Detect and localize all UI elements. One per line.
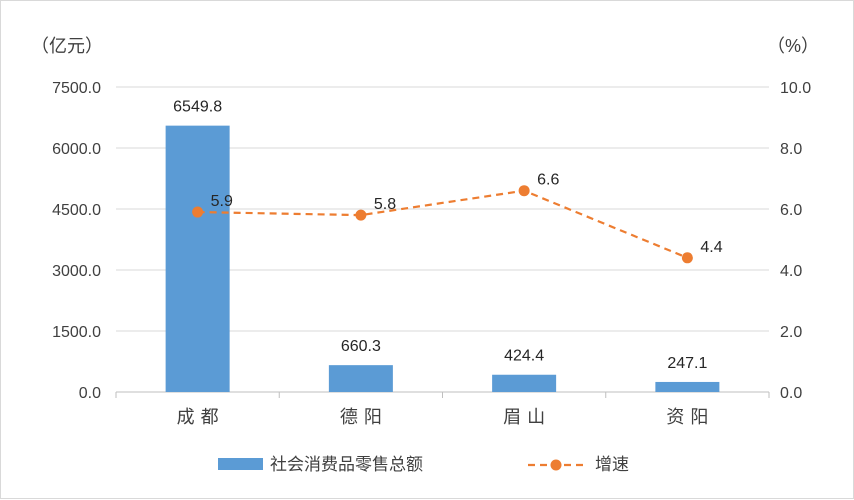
x-category-label: 眉山	[503, 407, 551, 427]
y-right-tick-label: 8.0	[780, 141, 802, 158]
y-right-tick-label: 0.0	[780, 385, 802, 402]
legend: 社会消费品零售总额 增速	[218, 455, 629, 474]
growth-point	[192, 206, 204, 218]
bar-series	[165, 125, 720, 392]
bar-value-label: 247.1	[667, 355, 707, 372]
x-category-label: 德阳	[340, 407, 388, 427]
y-left-tick-label: 6000.0	[52, 141, 101, 158]
bar	[492, 374, 557, 392]
line-series	[192, 185, 693, 264]
growth-value-label: 4.4	[700, 239, 722, 256]
y-left-tick-label: 4500.0	[52, 202, 101, 219]
legend-line-label: 增速	[595, 455, 629, 474]
y-left-unit-label: （亿元）	[31, 36, 103, 56]
growth-value-label: 6.6	[537, 172, 559, 189]
bar-value-label: 424.4	[504, 348, 544, 365]
y-right-tick-label: 6.0	[780, 202, 802, 219]
data-labels: 6549.8 660.3 424.4 247.1 5.9 5.8 6.6 4.4	[173, 99, 723, 372]
growth-point	[355, 209, 367, 221]
growth-point	[681, 252, 693, 264]
y-left-tick-label: 0.0	[79, 385, 101, 402]
y-left-tick-label: 3000.0	[52, 263, 101, 280]
legend-line-marker	[550, 459, 562, 471]
y-right-unit-label: （%）	[767, 36, 819, 56]
bar	[328, 365, 393, 392]
x-category-label: 成都	[177, 407, 225, 427]
y-left-tick-label: 7500.0	[52, 80, 101, 97]
y-right-tick-label: 4.0	[780, 263, 802, 280]
bar	[165, 125, 230, 392]
bar-value-label: 660.3	[341, 338, 381, 355]
bar-value-label: 6549.8	[173, 99, 222, 116]
axes: 0.0 1500.0 3000.0 4500.0 6000.0 7500.0 0.0 2.0 4…	[31, 36, 819, 427]
growth-value-label: 5.9	[211, 193, 233, 210]
growth-line	[197, 189, 688, 259]
bar	[655, 381, 720, 392]
legend-bar-swatch	[218, 458, 263, 470]
y-right-tick-label: 10.0	[780, 80, 811, 97]
growth-value-label: 5.8	[374, 196, 396, 213]
y-right-tick-label: 2.0	[780, 324, 802, 341]
y-left-tick-label: 1500.0	[52, 324, 101, 341]
growth-point	[518, 185, 530, 197]
x-category-label: 资阳	[666, 407, 714, 427]
legend-bar-label: 社会消费品零售总额	[270, 455, 423, 474]
